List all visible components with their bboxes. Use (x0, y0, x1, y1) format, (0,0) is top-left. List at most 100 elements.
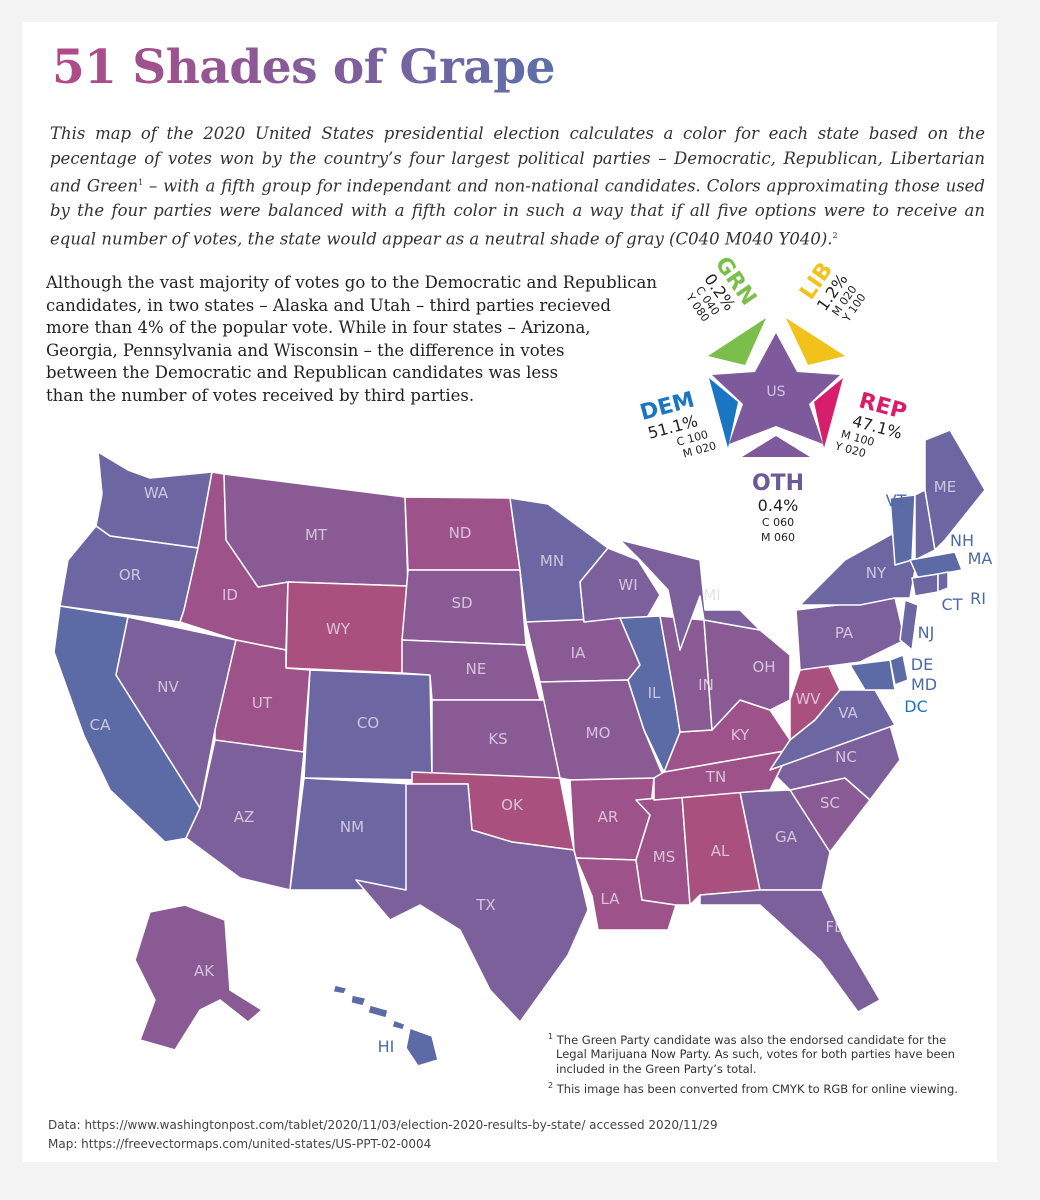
footnotes: 1 The Green Party candidate was also the… (548, 1030, 978, 1100)
oth-cmyk-c: C 060 (762, 516, 794, 529)
state-ma[interactable] (909, 551, 963, 579)
label-ar: AR (598, 808, 619, 826)
state-md[interactable] (849, 659, 896, 691)
us-star-icon (712, 333, 840, 444)
label-ms: MS (653, 848, 675, 866)
map-source: Map: https://freevectormaps.com/united-s… (48, 1137, 432, 1151)
footnote-1-marker: 1 (548, 1032, 554, 1041)
label-ny: NY (866, 564, 887, 582)
label-sc: SC (820, 794, 840, 812)
label-ct: CT (942, 595, 963, 614)
label-in: IN (698, 676, 714, 694)
label-ri: RI (970, 589, 986, 608)
state-tx[interactable] (355, 783, 589, 1023)
label-vt: VT (886, 491, 907, 510)
party-legend: US GRN 0.2% C 040 Y 080 LIB 1.2% M 020 Y… (637, 252, 909, 544)
label-ak: AK (194, 962, 215, 980)
label-ks: KS (488, 730, 507, 748)
label-ne: NE (466, 660, 487, 678)
state-ri[interactable] (937, 571, 949, 593)
intro-text-part1: This map of the 2020 United States presi… (50, 124, 985, 196)
footnote-ref-1: 1 (138, 178, 144, 187)
state-ut[interactable] (214, 639, 311, 761)
label-mt: MT (305, 526, 328, 544)
grn-wedge-icon (708, 318, 766, 365)
footnote-2: 2 This image has been converted from CMY… (548, 1079, 978, 1097)
label-dc: DC (904, 697, 928, 716)
label-md: MD (911, 675, 937, 694)
paragraph-line: Georgia, Pennsylvania and Wisconsin – th… (46, 340, 565, 360)
oth-wedge-icon (742, 436, 810, 457)
paragraph-line: candidates, in two states – Alaska and U… (46, 295, 611, 315)
paragraph-line: than the number of votes received by thi… (46, 385, 475, 405)
label-de: DE (911, 655, 933, 674)
footnote-ref-2: 2 (832, 230, 838, 240)
label-mi: MI (703, 586, 720, 604)
state-mi[interactable] (619, 539, 761, 651)
state-wi[interactable] (579, 547, 661, 631)
label-nj: NJ (918, 623, 935, 642)
label-tx: TX (475, 896, 495, 914)
label-co: CO (357, 714, 379, 732)
state-nv[interactable] (115, 616, 237, 809)
label-pa: PA (835, 624, 854, 642)
label-nv: NV (157, 678, 179, 696)
oth-code: OTH (752, 471, 804, 496)
state-fl[interactable] (699, 889, 881, 1013)
states-layer (53, 429, 986, 1067)
label-il: IL (648, 684, 661, 702)
third-party-paragraph: Although the vast majority of votes go t… (46, 272, 686, 407)
footnote-2-marker: 2 (548, 1081, 554, 1091)
paragraph-line: more than 4% of the popular vote. While … (46, 318, 591, 337)
star-center-label: US (766, 384, 785, 400)
state-ct[interactable] (911, 573, 939, 597)
label-me: ME (934, 478, 956, 496)
state-tn[interactable] (653, 749, 791, 801)
label-ok: OK (501, 796, 524, 814)
label-or: OR (119, 566, 141, 584)
page-title: 51 Shades of Grape (52, 40, 555, 95)
label-wy: WY (326, 620, 351, 638)
paragraph-line: Although the vast majority of votes go t… (46, 273, 657, 292)
paragraph-line: between the Democratic and Republican ca… (46, 363, 559, 382)
label-wv: WV (795, 690, 821, 708)
state-ak[interactable] (134, 904, 263, 1051)
label-nd: ND (449, 524, 472, 542)
rep-wedge-icon (814, 378, 843, 448)
label-wi: WI (618, 576, 637, 594)
footnote-1-text: The Green Party candidate was also the e… (556, 1032, 955, 1076)
intro-paragraph: This map of the 2020 United States presi… (50, 122, 985, 252)
label-nh: NH (950, 531, 974, 550)
label-mo: MO (586, 724, 611, 742)
state-az[interactable] (185, 739, 305, 891)
label-sd: SD (451, 594, 472, 612)
data-source: Data: https://www.washingtonpost.com/tab… (48, 1118, 718, 1132)
footnote-1: 1 The Green Party candidate was also the… (548, 1030, 978, 1076)
footnote-2-text: This image has been converted from CMYK … (556, 1082, 958, 1097)
label-al: AL (711, 842, 730, 860)
label-ut: UT (252, 694, 273, 712)
state-me[interactable] (924, 429, 986, 551)
label-ca: CA (90, 716, 111, 734)
source-credits: Data: https://www.washingtonpost.com/tab… (48, 1116, 718, 1154)
label-tn: TN (705, 768, 726, 786)
label-wa: WA (144, 484, 169, 502)
oth-percent: 0.4% (758, 496, 799, 515)
state-nj[interactable] (899, 599, 919, 651)
intro-text-part2: – with a fifth group for independant and… (50, 176, 985, 249)
label-va: VA (838, 704, 858, 722)
state-in[interactable] (659, 615, 713, 733)
label-la: LA (601, 890, 621, 908)
oth-cmyk-m: M 060 (761, 531, 795, 544)
state-ga[interactable] (739, 789, 831, 891)
state-labels: WA OR CA NV ID MT WY UT CO AZ NM ND SD N… (90, 478, 993, 1056)
state-oh[interactable] (703, 619, 791, 731)
label-nm: NM (340, 818, 364, 836)
label-id: ID (222, 586, 238, 604)
label-fl: FL (826, 918, 844, 936)
lib-wedge-icon (786, 318, 845, 365)
state-hi[interactable] (332, 984, 439, 1067)
label-ia: IA (571, 644, 586, 662)
label-ky: KY (731, 726, 750, 744)
